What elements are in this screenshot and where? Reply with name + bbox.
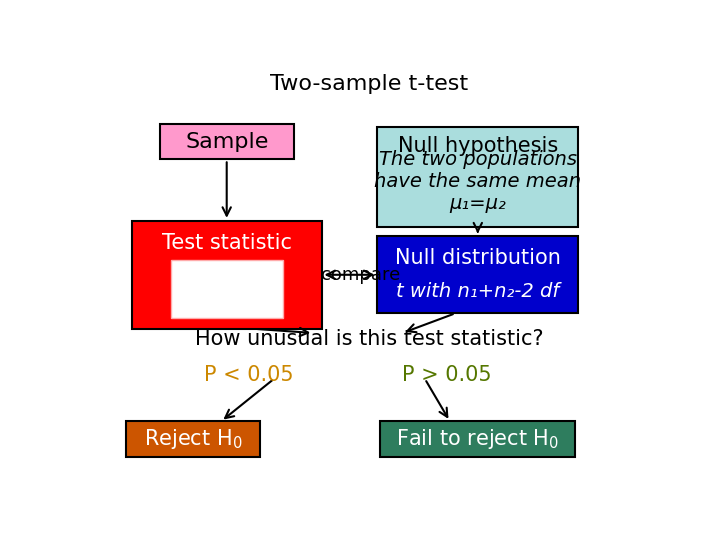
Text: P > 0.05: P > 0.05 [402, 364, 492, 384]
Bar [171, 260, 282, 319]
Bar [126, 421, 260, 457]
Text: P < 0.05: P < 0.05 [204, 364, 294, 384]
Bar [132, 221, 322, 329]
Text: Fail to reject H$_0$: Fail to reject H$_0$ [396, 427, 559, 451]
Text: Reject H$_0$: Reject H$_0$ [144, 427, 243, 451]
Text: How unusual is this test statistic?: How unusual is this test statistic? [194, 329, 544, 349]
Text: Test statistic: Test statistic [162, 233, 292, 253]
Text: Null hypothesis: Null hypothesis [397, 136, 558, 156]
Text: The two populations
have the same mean
μ₁=μ₂: The two populations have the same mean μ… [374, 150, 581, 213]
Bar [377, 127, 578, 227]
Text: Sample: Sample [185, 132, 269, 152]
Bar [377, 237, 578, 313]
Text: Two-sample t-test: Two-sample t-test [270, 73, 468, 93]
Bar [160, 124, 294, 159]
Text: compare: compare [321, 266, 400, 284]
Text: t with n₁+n₂-2 df: t with n₁+n₂-2 df [396, 282, 559, 301]
Text: Null distribution: Null distribution [395, 248, 561, 268]
Bar [380, 421, 575, 457]
